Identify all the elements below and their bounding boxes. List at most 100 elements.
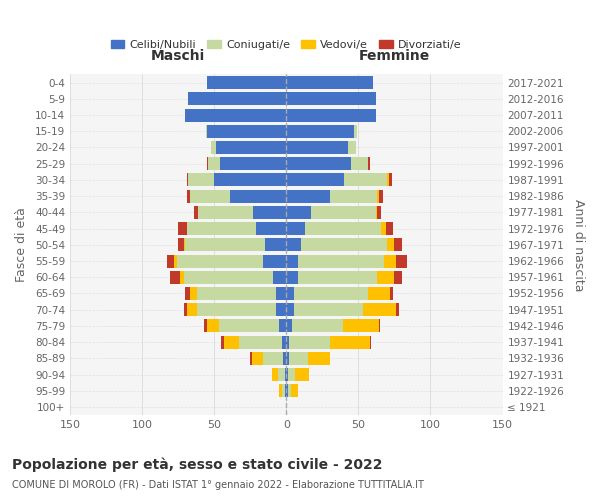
Bar	[286, 368, 288, 381]
Bar	[286, 174, 344, 186]
Bar	[207, 320, 218, 332]
Bar	[385, 254, 396, 268]
Bar	[396, 303, 399, 316]
Bar	[230, 190, 286, 202]
Bar	[211, 141, 215, 154]
Bar	[285, 368, 286, 381]
Bar	[379, 190, 383, 202]
Bar	[382, 222, 386, 235]
Bar	[368, 287, 390, 300]
Bar	[252, 352, 263, 365]
Bar	[348, 141, 356, 154]
Bar	[276, 303, 286, 316]
Bar	[387, 238, 394, 252]
Bar	[286, 254, 298, 268]
Bar	[377, 271, 394, 283]
Y-axis label: Fasce di età: Fasce di età	[15, 208, 28, 282]
Bar	[390, 287, 393, 300]
Bar	[274, 271, 286, 283]
Bar	[301, 238, 387, 252]
Bar	[207, 157, 208, 170]
Bar	[215, 141, 286, 154]
Bar	[283, 352, 286, 365]
Bar	[197, 287, 276, 300]
Bar	[344, 174, 387, 186]
Bar	[265, 238, 286, 252]
Bar	[184, 303, 187, 316]
Bar	[276, 287, 286, 300]
Bar	[394, 238, 401, 252]
Bar	[286, 303, 293, 316]
Bar	[286, 352, 289, 365]
Bar	[396, 254, 407, 268]
Bar	[250, 352, 252, 365]
Text: Popolazione per età, sesso e stato civile - 2022: Popolazione per età, sesso e stato civil…	[12, 458, 383, 472]
Bar	[293, 287, 368, 300]
Bar	[239, 336, 282, 348]
Bar	[286, 125, 354, 138]
Legend: Celibi/Nubili, Coniugati/e, Vedovi/e, Divorziati/e: Celibi/Nubili, Coniugati/e, Vedovi/e, Di…	[106, 36, 466, 54]
Bar	[174, 254, 177, 268]
Bar	[282, 336, 286, 348]
Bar	[286, 76, 373, 89]
Bar	[214, 174, 286, 186]
Bar	[194, 206, 199, 219]
Text: Femmine: Femmine	[359, 49, 430, 63]
Bar	[293, 303, 363, 316]
Bar	[387, 174, 389, 186]
Bar	[286, 157, 351, 170]
Bar	[289, 352, 308, 365]
Bar	[286, 320, 292, 332]
Bar	[289, 336, 329, 348]
Bar	[279, 384, 282, 398]
Y-axis label: Anni di nascita: Anni di nascita	[572, 198, 585, 291]
Bar	[177, 254, 263, 268]
Bar	[286, 287, 293, 300]
Bar	[351, 157, 368, 170]
Bar	[286, 222, 305, 235]
Bar	[286, 206, 311, 219]
Bar	[218, 320, 279, 332]
Bar	[206, 125, 207, 138]
Bar	[394, 271, 401, 283]
Bar	[199, 206, 253, 219]
Bar	[288, 384, 290, 398]
Bar	[286, 190, 329, 202]
Bar	[207, 76, 286, 89]
Bar	[329, 336, 370, 348]
Bar	[178, 238, 184, 252]
Bar	[179, 271, 184, 283]
Bar	[190, 287, 197, 300]
Bar	[208, 157, 220, 170]
Bar	[279, 320, 286, 332]
Bar	[188, 92, 286, 106]
Bar	[286, 108, 376, 122]
Bar	[298, 254, 385, 268]
Bar	[220, 157, 286, 170]
Bar	[370, 336, 371, 348]
Bar	[363, 303, 396, 316]
Bar	[389, 174, 392, 186]
Bar	[286, 384, 288, 398]
Bar	[379, 320, 380, 332]
Bar	[187, 174, 188, 186]
Bar	[185, 287, 190, 300]
Bar	[282, 384, 285, 398]
Bar	[377, 190, 379, 202]
Bar	[286, 92, 376, 106]
Bar	[377, 206, 382, 219]
Bar	[286, 336, 289, 348]
Bar	[376, 206, 377, 219]
Bar	[167, 254, 174, 268]
Bar	[354, 125, 357, 138]
Bar	[286, 271, 298, 283]
Bar	[272, 368, 278, 381]
Bar	[253, 206, 286, 219]
Bar	[278, 368, 285, 381]
Bar	[329, 190, 377, 202]
Bar	[197, 303, 276, 316]
Bar	[311, 206, 376, 219]
Bar	[308, 352, 329, 365]
Bar	[185, 238, 265, 252]
Bar	[185, 108, 286, 122]
